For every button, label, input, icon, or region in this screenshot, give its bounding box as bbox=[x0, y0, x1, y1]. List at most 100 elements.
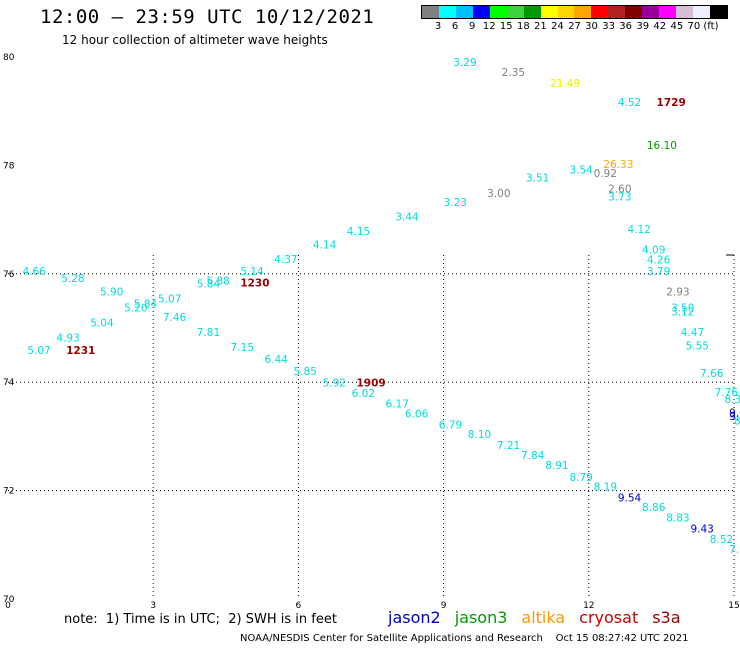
wave-height-label: 6.44 bbox=[265, 354, 289, 366]
wave-height-label: 8.10 bbox=[468, 429, 491, 441]
wave-height-label: 5.84 bbox=[134, 298, 158, 310]
wave-height-label: 7.76 bbox=[715, 387, 739, 399]
y-tick-label: 80 bbox=[3, 53, 15, 63]
wave-height-label: 6.06 bbox=[405, 408, 429, 420]
color-scale-label: 18 bbox=[516, 21, 530, 32]
legend-item-jason2: jason2 bbox=[388, 608, 441, 627]
y-tick-label: 70 bbox=[3, 595, 15, 605]
wave-height-label: 8.79 bbox=[569, 472, 592, 484]
color-scale-label: 12 bbox=[482, 21, 496, 32]
wave-height-label: 5.84 bbox=[197, 278, 221, 290]
wave-height-label: 5.28 bbox=[61, 273, 84, 285]
legend-item-jason3: jason3 bbox=[454, 608, 508, 627]
color-swatch-5 bbox=[506, 6, 524, 18]
color-scale-label: (ft) bbox=[703, 21, 719, 32]
wave-height-label: 5.85 bbox=[294, 366, 317, 378]
wave-height-label: 2.93 bbox=[666, 286, 689, 298]
color-scale-label: 6 bbox=[451, 21, 459, 32]
wave-height-label: 4.15 bbox=[347, 226, 370, 238]
color-scale-label: 36 bbox=[619, 21, 633, 32]
color-swatch-13 bbox=[642, 6, 660, 18]
wave-height-label: 16.10 bbox=[647, 140, 677, 152]
wave-height-label: 26.33 bbox=[603, 159, 633, 171]
color-swatch-15 bbox=[676, 6, 693, 18]
wave-height-label: 3.51 bbox=[526, 173, 549, 185]
wave-height-label: 4.26 bbox=[647, 255, 671, 267]
wave-height-label: 8.52 bbox=[710, 534, 733, 546]
y-tick-label: 76 bbox=[3, 270, 15, 280]
wave-height-label: 3.12 bbox=[671, 307, 694, 319]
color-swatch-12 bbox=[625, 6, 643, 18]
pass-time-label: 1231 bbox=[66, 345, 95, 357]
wave-height-label: 3.00 bbox=[487, 188, 510, 200]
wave-height-label: 7.66 bbox=[700, 368, 724, 380]
chart-subtitle: 12 hour collection of altimeter wave hei… bbox=[62, 33, 328, 47]
pass-time-label: 1230 bbox=[240, 277, 269, 289]
wave-height-label: 5.07 bbox=[27, 345, 50, 357]
color-swatch-8 bbox=[557, 6, 575, 18]
wave-height-label: 5.14 bbox=[240, 266, 264, 278]
wave-height-label: 7.15 bbox=[231, 342, 254, 354]
wave-height-label: 4.52 bbox=[618, 97, 641, 109]
wave-height-label: 5.20 bbox=[124, 303, 147, 315]
wave-height-label: 9.51 bbox=[729, 411, 740, 423]
wave-height-label: 6.02 bbox=[352, 388, 375, 400]
wave-height-label: 5.88 bbox=[206, 276, 229, 288]
pass-time-label: 1729 bbox=[657, 97, 686, 109]
color-scale-label: 45 bbox=[670, 21, 684, 32]
wave-height-label: 2.60 bbox=[608, 184, 631, 196]
color-scale-label: 33 bbox=[602, 21, 615, 32]
y-tick-label: 72 bbox=[3, 487, 14, 497]
color-scale-label: 9 bbox=[468, 21, 476, 32]
credit-line: NOAA/NESDIS Center for Satellite Applica… bbox=[240, 633, 689, 644]
color-swatch-9 bbox=[574, 6, 592, 18]
wave-height-label: 4.14 bbox=[313, 239, 337, 251]
x-tick-label: 3 bbox=[150, 601, 156, 611]
color-swatch-17 bbox=[709, 6, 727, 18]
color-swatch-4 bbox=[489, 6, 507, 18]
wave-height-label: 3.79 bbox=[647, 266, 670, 278]
wave-height-label: 8.86 bbox=[642, 502, 666, 514]
wave-height-label: 4.12 bbox=[628, 224, 651, 236]
x-tick-label: 6 bbox=[296, 601, 302, 611]
footnote: note: 1) Time is in UTC; 2) SWH is in fe… bbox=[64, 612, 337, 627]
y-tick-label: 74 bbox=[3, 378, 15, 388]
color-swatch-16 bbox=[693, 6, 710, 18]
color-scale-label: 15 bbox=[499, 21, 513, 32]
color-scale-label: 27 bbox=[568, 21, 581, 32]
color-swatch-2 bbox=[455, 6, 473, 18]
wave-height-label: 3.23 bbox=[444, 197, 467, 209]
wave-height-label: 5.04 bbox=[90, 317, 114, 329]
wave-height-label: 6.79 bbox=[439, 419, 462, 431]
color-scale-label: 42 bbox=[653, 21, 667, 32]
y-tick-label: 78 bbox=[3, 161, 15, 171]
wave-height-label: 7.84 bbox=[521, 450, 545, 462]
satellite-legend: jason2 jason3 altika cryosat s3a bbox=[388, 608, 695, 627]
color-swatch-1 bbox=[438, 6, 456, 18]
wave-height-label: 4.93 bbox=[56, 333, 79, 345]
legend-item-altika: altika bbox=[521, 608, 566, 627]
color-swatch-6 bbox=[523, 6, 541, 18]
color-swatch-3 bbox=[472, 6, 490, 18]
color-scale-label: 21 bbox=[534, 21, 547, 32]
color-scale-bar bbox=[421, 5, 728, 19]
wave-height-label: 3.73 bbox=[608, 192, 631, 204]
x-tick-label: 12 bbox=[583, 601, 594, 611]
wave-height-label: 7.81 bbox=[197, 327, 220, 339]
wave-height-label: 0.92 bbox=[594, 168, 617, 180]
wave-height-label: 4.66 bbox=[23, 266, 47, 278]
wave-height-label: 9.54 bbox=[618, 492, 642, 504]
wave-height-label: 5.55 bbox=[686, 341, 709, 353]
color-scale-label: 24 bbox=[551, 21, 564, 32]
color-swatch-7 bbox=[540, 6, 558, 18]
wave-height-label: 9.43 bbox=[690, 523, 713, 535]
wave-height-label: 7.46 bbox=[163, 312, 187, 324]
color-swatch-14 bbox=[659, 6, 677, 18]
wave-height-label: 4.09 bbox=[642, 245, 665, 257]
wave-height-label: 8.19 bbox=[594, 482, 617, 494]
color-scale-label: 3 bbox=[434, 21, 442, 32]
x-tick-label: 15 bbox=[728, 601, 739, 611]
wave-height-label: 8.33 bbox=[724, 394, 740, 406]
wave-height-label: 7.21 bbox=[497, 440, 520, 452]
color-scale-label: 39 bbox=[636, 21, 650, 32]
